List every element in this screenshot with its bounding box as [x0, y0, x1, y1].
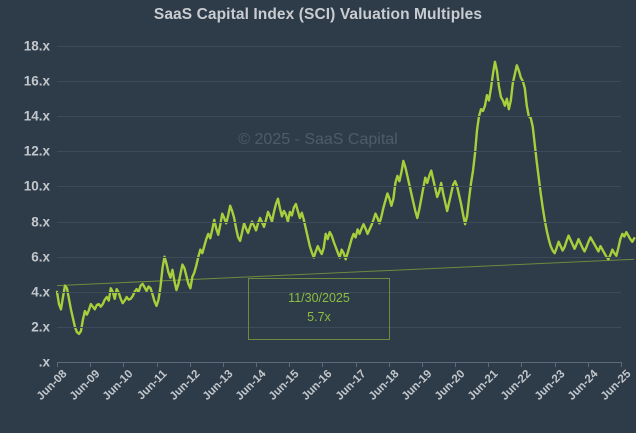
x-axis-tick-label: Jun-09	[67, 368, 103, 403]
x-axis-tick-mark	[57, 362, 58, 367]
y-axis-tick-label: 4.x	[31, 284, 50, 300]
x-axis-tick-label: Jun-12	[167, 368, 203, 403]
y-axis-tick-label: 10.x	[23, 178, 50, 194]
data-point-callout: 11/30/2025 5.7x	[248, 278, 390, 340]
x-axis-tick-label: Jun-25	[598, 368, 634, 403]
page-title: SaaS Capital Index (SCI) Valuation Multi…	[153, 6, 483, 23]
plot-area: 18.x 16.x 14.x 12.x 10.x 8.x 6.x 4.x 2.x .x	[24, 39, 636, 370]
x-axis-line	[57, 362, 621, 363]
callout-date: 11/30/2025	[288, 291, 350, 305]
gridline	[57, 186, 621, 188]
x-axis-tick-mark	[421, 362, 423, 367]
x-axis-tick-mark	[554, 362, 556, 367]
y-axis-tick-label: 12.x	[23, 143, 50, 159]
gridline	[57, 221, 621, 223]
x-axis-tick-mark	[156, 362, 158, 367]
series-line-chart	[55, 60, 636, 336]
x-axis-tick-mark	[621, 362, 622, 367]
y-axis-tick-label: 16.x	[23, 73, 50, 89]
x-axis-tick-mark	[355, 362, 357, 367]
x-axis-tick-label: Jun-23	[532, 368, 568, 403]
x-axis-tick-label: Jun-10	[101, 368, 136, 403]
x-axis-tick-mark	[521, 362, 523, 367]
x-axis-tick-label: Jun-17	[333, 368, 369, 403]
x-axis-tick-label: Jun-13	[200, 368, 236, 403]
x-axis-tick-label: Jun-19	[399, 368, 435, 403]
x-axis-tick-mark	[90, 362, 92, 367]
gridline	[57, 46, 621, 47]
x-axis-tick-mark	[388, 362, 390, 367]
x-axis-tick-label: Jun-14	[233, 368, 269, 403]
x-axis-tick-label: Jun-21	[466, 368, 501, 403]
x-axis-tick-label: Jun-24	[565, 368, 601, 403]
gridline	[57, 326, 621, 328]
gridline	[57, 116, 621, 118]
gridline	[57, 151, 621, 153]
x-axis-tick-mark	[189, 362, 191, 367]
x-axis-tick-mark	[455, 362, 457, 367]
y-axis-tick-label: 2.x	[31, 319, 50, 335]
x-axis-tick-mark	[587, 362, 589, 367]
x-axis-tick-mark	[322, 362, 324, 367]
y-axis-tick-label: 6.x	[31, 249, 50, 265]
valuation-multiple-line	[55, 60, 636, 336]
y-axis-tick-label: 8.x	[31, 214, 50, 230]
x-axis-tick-mark	[488, 362, 490, 367]
callout-value: 5.7x	[307, 310, 331, 325]
x-axis-tick-mark	[289, 362, 291, 367]
x-axis-tick-label: Jun-20	[432, 368, 468, 403]
y-axis-tick-label: .x	[38, 354, 50, 370]
y-axis-tick-label: 14.x	[23, 108, 50, 124]
x-axis-tick-label: Jun-18	[366, 368, 402, 403]
gridline	[57, 81, 621, 83]
x-axis-tick-label: Jun-22	[499, 368, 534, 403]
x-axis-tick-mark	[256, 362, 258, 367]
x-axis-tick-mark	[222, 362, 224, 367]
x-axis-tick-label: Jun-15	[267, 368, 302, 403]
gridline	[57, 256, 621, 258]
x-axis-tick-label: Jun-08	[34, 368, 70, 403]
trend-line	[56, 258, 635, 287]
x-axis-tick-label: Jun-16	[300, 368, 335, 403]
x-axis-tick-mark	[123, 362, 125, 367]
gridline	[57, 291, 621, 293]
x-axis-tick-label: Jun-11	[134, 368, 170, 403]
y-axis-tick-label: 18.x	[23, 38, 50, 54]
